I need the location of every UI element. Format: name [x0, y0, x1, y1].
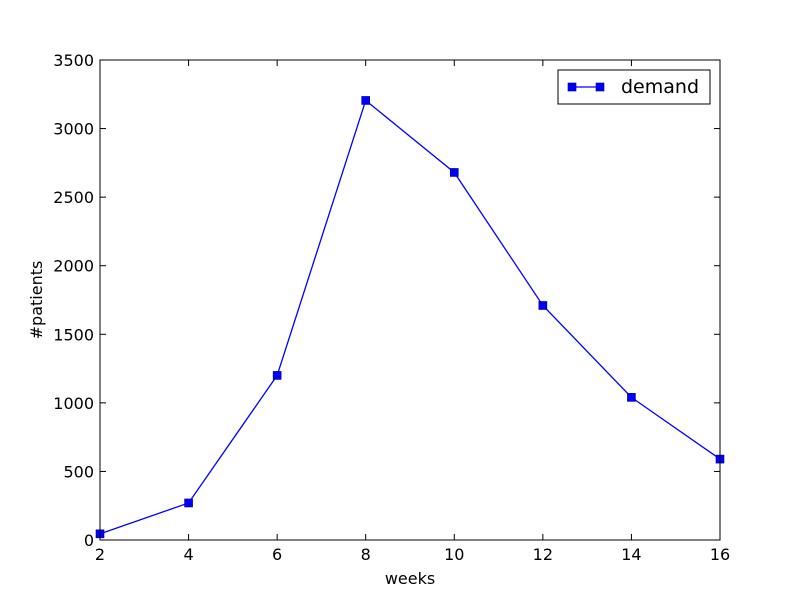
y-tick-label: 500 — [63, 462, 94, 481]
x-tick-label: 12 — [533, 545, 553, 564]
data-point-marker — [449, 168, 459, 177]
x-tick-label: 4 — [183, 545, 193, 564]
y-axis-title: #patients — [27, 261, 46, 340]
data-point-marker — [272, 371, 282, 380]
x-tick-label: 6 — [272, 545, 282, 564]
x-tick-label: 16 — [710, 545, 730, 564]
legend-marker-left — [567, 82, 577, 92]
x-tick-label: 10 — [444, 545, 464, 564]
legend-label: demand — [621, 76, 699, 98]
y-tick-label: 2000 — [53, 257, 94, 276]
x-tick-label: 2 — [95, 545, 105, 564]
legend: demand — [557, 69, 711, 105]
y-tick-label: 1500 — [53, 325, 94, 344]
x-tick-label: 8 — [361, 545, 371, 564]
legend-marker-right — [595, 82, 605, 92]
data-point-marker — [361, 96, 371, 105]
y-tick-label: 2500 — [53, 188, 94, 207]
x-tick-label: 14 — [621, 545, 641, 564]
data-point-marker — [627, 393, 636, 402]
ticks-layer: 2 4 6 8 10 12 14 16 0 500 1000 1500 2000 2500 3000 3500 — [53, 51, 730, 564]
x-axis-title: weeks — [385, 569, 435, 588]
y-tick-label: 3000 — [53, 120, 94, 139]
y-tick-label: 0 — [84, 531, 94, 550]
series-line-demand — [99, 99, 721, 535]
plot-frame — [99, 59, 721, 541]
data-point-marker — [538, 301, 548, 310]
y-tick-label: 3500 — [53, 51, 94, 70]
data-point-marker — [184, 498, 193, 508]
y-tick-label: 1000 — [53, 394, 94, 413]
